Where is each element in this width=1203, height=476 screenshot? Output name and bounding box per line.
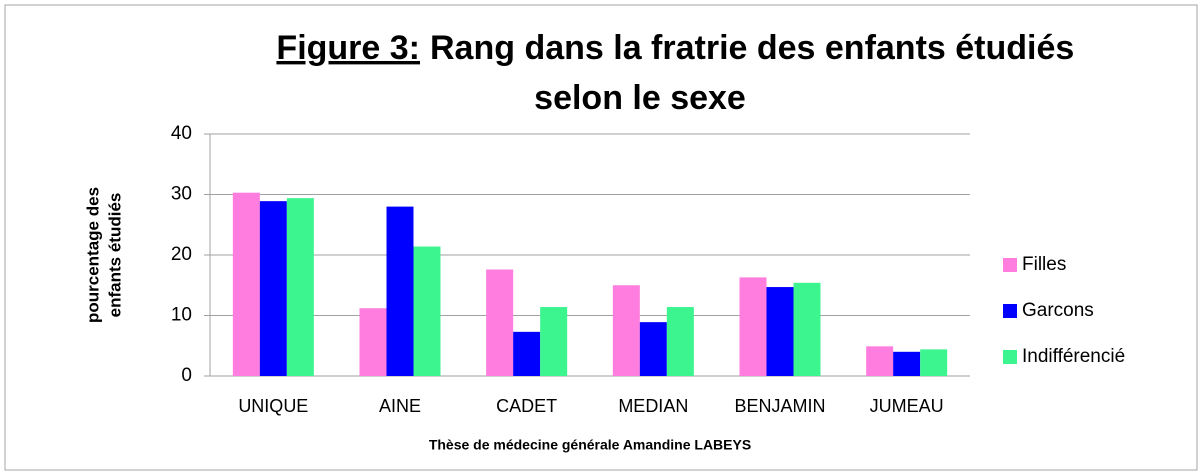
bar bbox=[359, 308, 387, 376]
x-tick-label: MEDIAN bbox=[618, 396, 688, 416]
legend-label: Indifférencié bbox=[1022, 346, 1125, 367]
chart-title: selon le sexe bbox=[534, 79, 746, 117]
x-axis-label: Thèse de médecine générale Amandine LABE… bbox=[429, 437, 751, 453]
y-tick-label: 0 bbox=[181, 365, 192, 386]
bar bbox=[486, 269, 514, 376]
y-axis-label: pourcentage des bbox=[83, 187, 102, 323]
y-tick-label: 40 bbox=[171, 123, 192, 144]
legend-swatch bbox=[1003, 350, 1017, 364]
bar bbox=[920, 349, 948, 376]
x-tick-label: CADET bbox=[496, 396, 557, 416]
x-tick-label: JUMEAU bbox=[870, 396, 944, 416]
bar bbox=[793, 282, 821, 376]
bar bbox=[766, 287, 794, 376]
y-tick-label: 30 bbox=[171, 184, 192, 205]
bar bbox=[259, 201, 287, 376]
bar bbox=[739, 277, 767, 376]
bar bbox=[893, 351, 921, 376]
legend-swatch bbox=[1003, 258, 1017, 272]
y-axis-label: enfants étudiés bbox=[105, 193, 124, 318]
x-tick-label: UNIQUE bbox=[238, 396, 308, 416]
legend-label: Filles bbox=[1022, 254, 1066, 275]
x-tick-label: AINE bbox=[379, 396, 421, 416]
chart-border bbox=[4, 4, 1198, 471]
legend-swatch bbox=[1003, 304, 1017, 318]
title-label: Figure 3: bbox=[276, 29, 420, 67]
bar bbox=[540, 307, 568, 376]
bar bbox=[413, 246, 441, 376]
y-tick-label: 20 bbox=[171, 244, 192, 265]
x-tick-label: BENJAMIN bbox=[734, 396, 825, 416]
bar bbox=[386, 206, 414, 376]
legend-label: Garcons bbox=[1022, 300, 1094, 321]
bar bbox=[866, 346, 894, 376]
bar bbox=[666, 307, 694, 376]
chart-title: Rang dans la fratrie des enfants étudiés bbox=[430, 29, 1074, 67]
bar bbox=[513, 331, 541, 376]
bar bbox=[639, 322, 667, 376]
bar bbox=[286, 198, 314, 376]
bar bbox=[232, 192, 260, 376]
y-tick-label: 10 bbox=[171, 305, 192, 326]
bar bbox=[612, 285, 640, 376]
